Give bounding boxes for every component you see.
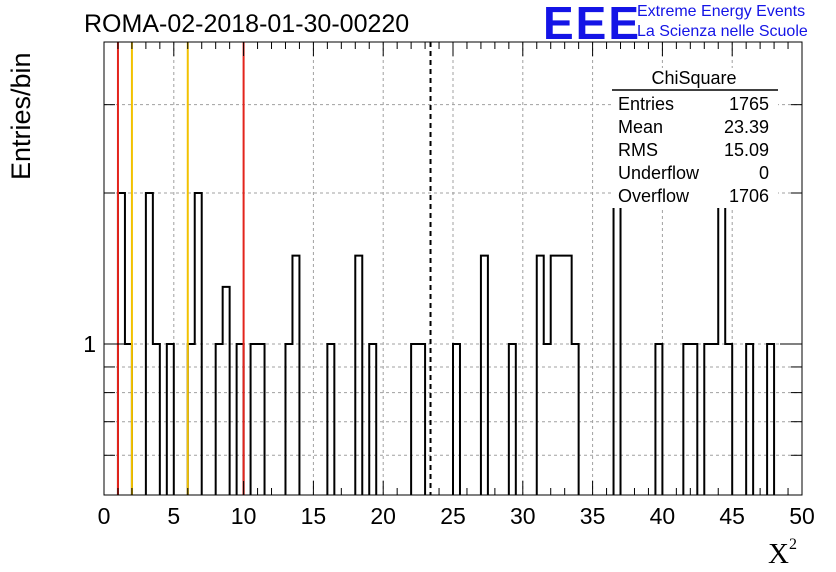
histogram-bin (767, 344, 774, 495)
x-tick-label: 20 (370, 503, 396, 529)
stats-value: 0 (759, 163, 769, 183)
logo-line1: Extreme Energy Events (637, 3, 806, 20)
histogram-bin (237, 344, 244, 495)
histogram-bin (251, 344, 258, 495)
stats-label: Underflow (618, 163, 700, 183)
stats-label: RMS (618, 140, 658, 160)
histogram-bin (369, 344, 376, 495)
stats-box-bg (612, 68, 778, 208)
logo-caption: Extreme Energy Events La Scienza nelle S… (637, 2, 808, 42)
histogram-bin (704, 344, 711, 495)
histogram-bin (188, 344, 195, 495)
stats-title: ChiSquare (651, 68, 736, 88)
stats-value: 1706 (729, 186, 769, 206)
stats-label: Overflow (618, 186, 690, 206)
histogram-bin (453, 344, 460, 495)
histogram-bin (565, 256, 572, 495)
histogram-bin (125, 344, 132, 495)
x-tick-label: 5 (167, 503, 180, 529)
x-tick-label: 30 (510, 503, 536, 529)
stats-value: 1765 (729, 94, 769, 114)
stats-value: 15.09 (724, 140, 769, 160)
histogram-bin (167, 344, 174, 495)
x-tick-label: 0 (98, 503, 111, 529)
histogram-bin (223, 287, 230, 495)
x-tick-label: 25 (440, 503, 466, 529)
histogram-bin (509, 344, 516, 495)
histogram-bin (725, 344, 732, 495)
y-axis-label: Entries/bin (6, 52, 36, 180)
x-axis-label: X2 (768, 536, 797, 571)
histogram-bin (195, 193, 202, 495)
histogram-bin (690, 344, 697, 495)
histogram-bin (746, 344, 753, 495)
x-tick-label: 45 (719, 503, 745, 529)
x-tick-label: 15 (301, 503, 327, 529)
histogram-bin (558, 256, 565, 495)
histogram-bin (355, 256, 362, 495)
histogram-bin (551, 256, 558, 495)
histogram-bin (146, 193, 153, 495)
histogram-bin (258, 344, 265, 495)
histogram-bin (411, 344, 418, 495)
eee-logo: EEE (543, 0, 642, 49)
stats-label: Entries (618, 94, 674, 114)
x-axis-label-superscript: 2 (788, 536, 797, 553)
histogram-bin (683, 344, 690, 495)
histogram-bin (418, 344, 425, 495)
x-tick-label: 10 (231, 503, 257, 529)
logo-line2: La Scienza nelle Scuole (637, 23, 808, 40)
run-title: ROMA-02-2018-01-30-00220 (84, 10, 410, 38)
stats-label: Mean (618, 117, 663, 137)
histogram-bin (285, 344, 292, 495)
vertical-lines-layer (116, 42, 432, 495)
stats-box: ChiSquare Entries 1765 Mean 23.39 RMS 15.09 Und… (612, 68, 778, 208)
x-tick-label: 50 (789, 503, 815, 529)
x-axis-label-base: X (768, 538, 789, 570)
histogram-bin (216, 344, 223, 495)
histogram-bin (711, 344, 718, 495)
histogram-bin (572, 344, 579, 495)
histogram-bin (718, 193, 725, 495)
x-tick-label: 35 (580, 503, 606, 529)
histogram-bin (153, 344, 160, 495)
histogram-bin (537, 256, 544, 495)
histogram-bin (481, 256, 488, 495)
stats-value: 23.39 (724, 117, 769, 137)
axis-layer: 0 5 10 15 20 25 30 35 40 45 50 1 (83, 41, 815, 529)
histogram-bin (655, 344, 662, 495)
histogram-bin (544, 344, 551, 495)
y-tick-label: 1 (83, 331, 96, 357)
x-tick-label: 40 (650, 503, 676, 529)
histogram-bin (292, 256, 299, 495)
histogram-bin (614, 193, 621, 495)
histogram-bin (327, 344, 334, 495)
